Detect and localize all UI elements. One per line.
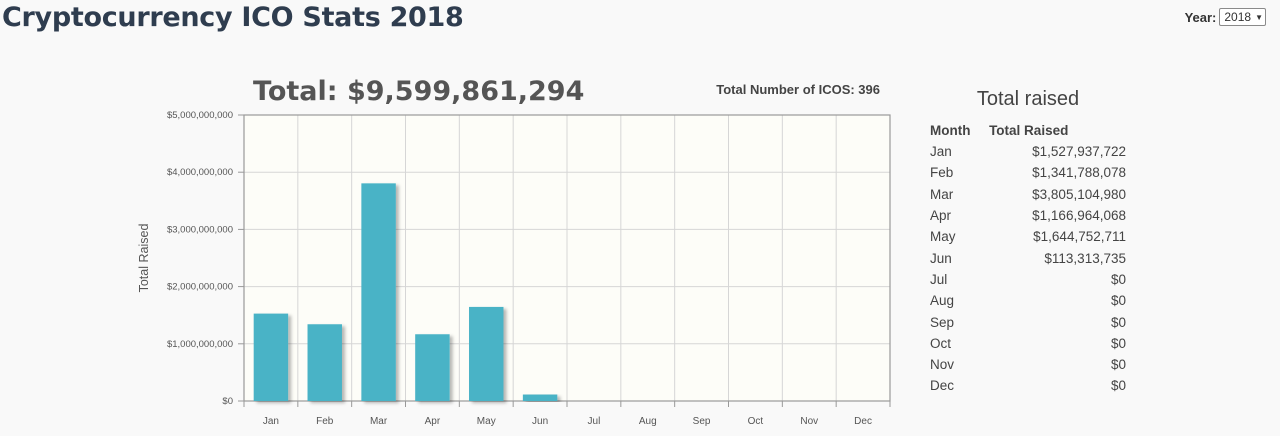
table-cell-amount: $1,341,788,078 [1032,165,1126,181]
table-row: Jan $1,527,937,722 [930,141,1126,162]
table-cell-amount: $113,313,735 [1044,250,1126,266]
bar [522,394,558,401]
table-header-total: Total Raised [989,122,1069,138]
x-tick-label: Mar [370,416,388,427]
x-tick-label: Sep [693,416,711,427]
y-tick-label: $4,000,000,000 [167,167,233,178]
x-tick-label: Aug [639,416,657,427]
table-row: Mar $3,805,104,980 [930,184,1126,205]
page-title: Cryptocurrency ICO Stats 2018 [2,2,464,33]
y-tick-label: $1,000,000,000 [167,339,233,350]
table-cell-month: Mar [930,186,954,202]
x-tick-label: Dec [854,416,872,427]
chart-total: Total: $9,599,861,294 [253,76,585,107]
x-tick-label: Jul [588,416,601,427]
x-tick-label: May [477,416,496,427]
x-tick-label: Nov [800,416,818,427]
table-cell-month: Aug [930,293,955,309]
table-row: Oct $0 [930,333,1126,354]
bar-chart: $0 $1,000,000,000 $2,000,000,000 $3,000,000… [137,110,891,427]
table-cell-month: Oct [930,335,952,351]
x-tick-label: Jun [532,416,548,427]
table-cell-amount: $0 [1110,271,1126,287]
chart-ico-count: Total Number of ICOS: 396 [716,82,880,97]
x-tick-label: Oct [748,416,764,427]
table-cell-amount: $1,644,752,711 [1033,229,1126,245]
table-cell-month: Sep [930,314,955,330]
table-cell-month: Jul [930,271,948,287]
year-label: Year: [1184,9,1217,25]
y-tick-label: $5,000,000,000 [167,110,233,121]
table-row: Nov $0 [930,354,1126,375]
table-cell-amount: $0 [1110,357,1126,373]
table-row: Jun $113,313,735 [930,247,1126,268]
table-cell-amount: $0 [1110,293,1126,309]
chevron-down-icon: ▼ [1255,12,1263,22]
table-title: Total raised [976,88,1080,110]
y-tick-label: $3,000,000,000 [167,224,233,235]
table-row: May $1,644,752,711 [930,226,1126,247]
bar [469,306,504,401]
year-select-value: 2018 [1224,10,1252,24]
table-cell-month: Dec [930,378,955,394]
table-cell-month: Jun [930,250,952,266]
table-cell-amount: $3,805,104,980 [1032,186,1126,202]
table-cell-month: Jan [930,144,952,160]
table-cell-month: Nov [930,357,955,373]
bar [307,324,342,401]
y-tick-label: $2,000,000,000 [167,282,233,293]
bar [415,334,450,401]
table-cell-amount: $0 [1110,378,1126,394]
table-row: Apr $1,166,964,068 [930,205,1126,226]
bar [361,183,396,401]
table-cell-month: Apr [930,208,952,224]
table-cell-month: Feb [930,165,954,181]
table-cell-amount: $1,166,964,068 [1032,208,1126,224]
table-row: Jul $0 [930,269,1126,290]
table-row: Feb $1,341,788,078 [930,162,1126,183]
table-cell-month: May [930,229,956,245]
table-header-row: Month Total Raised [930,119,1126,141]
year-picker: Year: 2018 ▼ [1185,8,1266,26]
raised-table: Month Total Raised Jan $1,527,937,722 Feb $… [930,119,1126,397]
y-tick-label: $0 [222,396,233,407]
y-axis-label: Total Raised [137,224,151,293]
total-raised-table: Total raised Month Total Raised Jan $1,52… [930,88,1130,397]
table-row: Sep $0 [930,311,1126,332]
table-header-month: Month [930,122,971,138]
bar [253,313,289,401]
x-tick-label: Feb [316,416,334,427]
table-cell-amount: $0 [1110,314,1126,330]
table-cell-amount: $1,527,937,722 [1032,144,1126,160]
x-tick-label: Jan [263,416,279,427]
year-select[interactable]: 2018 ▼ [1219,8,1266,26]
x-tick-label: Apr [425,416,441,427]
table-row: Aug $0 [930,290,1126,311]
table-row: Dec $0 [930,375,1126,396]
table-cell-amount: $0 [1110,335,1126,351]
